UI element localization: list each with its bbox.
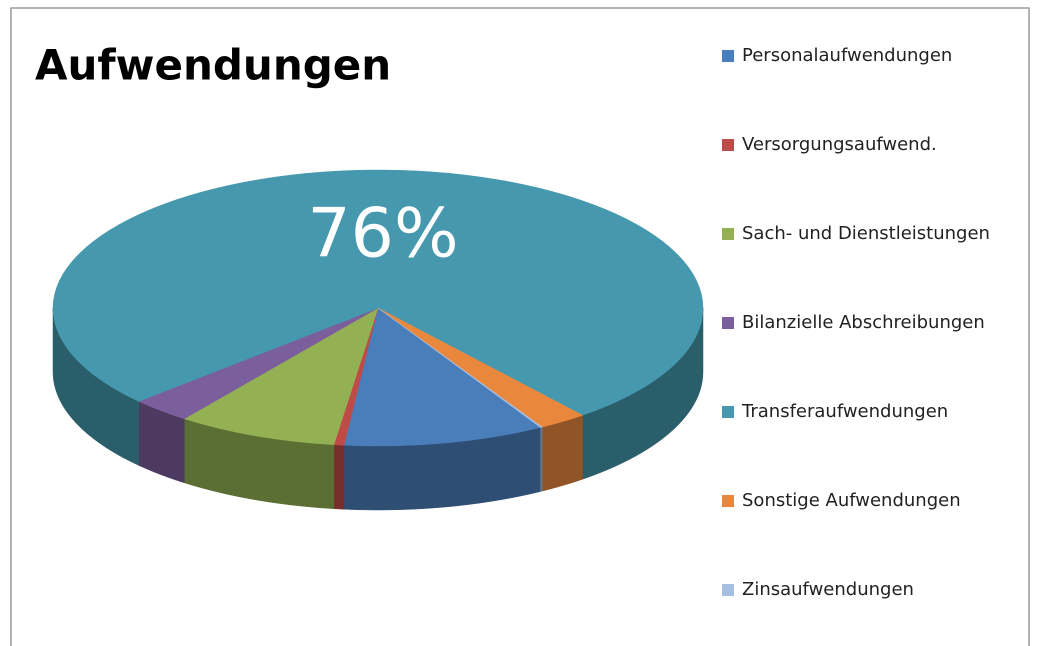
slice-side <box>542 414 583 492</box>
slice <box>377 307 543 428</box>
legend-label: Versorgungsaufwend. <box>742 134 937 155</box>
slice <box>343 307 542 447</box>
legend-swatch <box>722 139 734 151</box>
legend-label: Personalaufwendungen <box>742 45 952 66</box>
legend-swatch <box>722 228 734 240</box>
legend-swatch <box>722 584 734 596</box>
legend-label: Bilanzielle Abschreibungen <box>742 312 985 333</box>
legend-swatch <box>722 317 734 329</box>
legend-label: Transferaufwendungen <box>741 401 948 422</box>
legend-swatch <box>722 495 734 507</box>
legend-label: Zinsaufwendungen <box>742 579 914 600</box>
legend-swatch <box>722 50 734 62</box>
legend-label: Sach- und Dienstleistungen <box>742 223 990 244</box>
legend-label: Sonstige Aufwendungen <box>742 490 961 511</box>
chart-title: Aufwendungen <box>35 41 391 90</box>
slice-side <box>333 444 345 510</box>
slice-side <box>540 426 543 492</box>
slice <box>183 307 379 445</box>
legend-swatch <box>722 406 734 418</box>
slice <box>52 169 704 416</box>
data-label: 76% <box>307 195 458 274</box>
